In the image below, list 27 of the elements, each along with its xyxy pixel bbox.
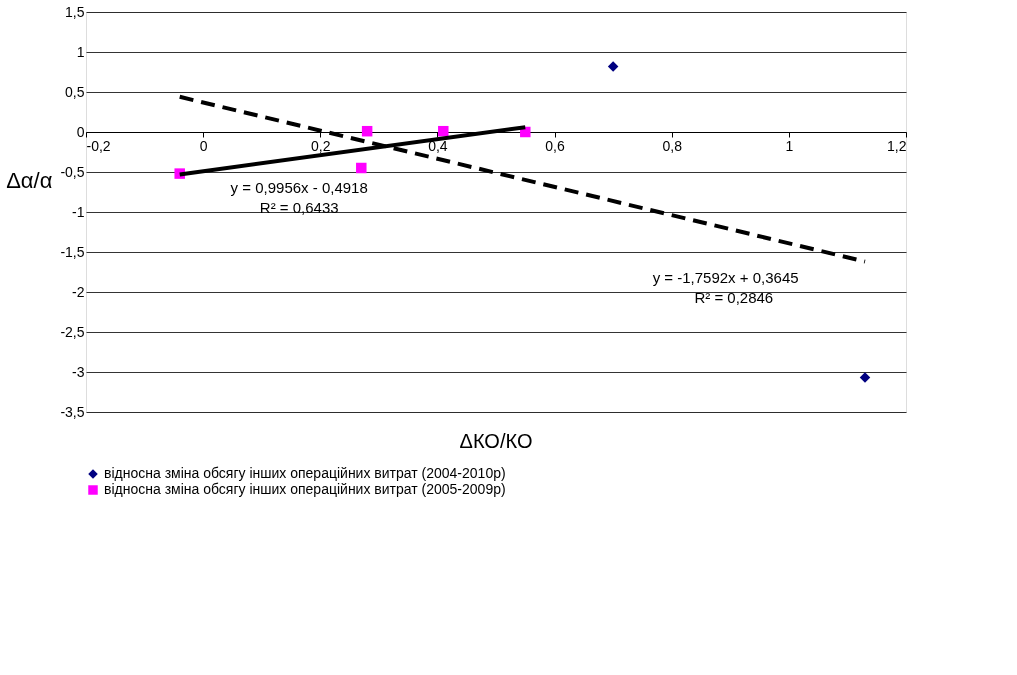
y-tick-label: 1,5 (65, 3, 85, 20)
x-tick-label: 0 (199, 137, 208, 154)
y-tick-label: -1,5 (60, 243, 85, 260)
y-tick-label: -2,5 (60, 323, 85, 340)
annotation: R² = 0,2846 (694, 289, 774, 306)
x-tick-label: 0,6 (545, 137, 566, 154)
annotation: R² = 0,6433 (259, 199, 339, 216)
y-tick-label: -2 (72, 283, 85, 300)
y-tick-label: 1 (76, 43, 85, 60)
legend-label: відносна зміна обсягу інших операційних витрат (2004-2010р) (104, 465, 506, 481)
x-tick-label: 1,2 (887, 137, 907, 154)
y-tick-label: -3,5 (60, 403, 85, 420)
legend-label: відносна зміна обсягу інших операційних витрат (2005-2009р) (104, 481, 506, 497)
x-tick-label: 0,4 (428, 137, 448, 154)
y-tick-label: -0,5 (60, 163, 85, 180)
x-tick-label: 0,2 (311, 137, 331, 154)
x-tick-label: -0,2 (86, 137, 111, 154)
y-tick-label: -3 (72, 363, 85, 380)
x-tick-label: 1 (785, 137, 794, 154)
x-tick-label: 0,8 (662, 137, 683, 154)
y-tick-label: 0 (76, 123, 85, 140)
x-axis-title: ΔКО/КО (459, 430, 533, 452)
y-tick-label: 0,5 (65, 83, 85, 100)
annotation: y = 0,9956x - 0,4918 (230, 179, 368, 196)
y-axis-title: Δα/α (6, 167, 53, 193)
annotation: y = -1,7592x + 0,3645 (652, 269, 799, 286)
y-tick-label: -1 (72, 203, 85, 220)
